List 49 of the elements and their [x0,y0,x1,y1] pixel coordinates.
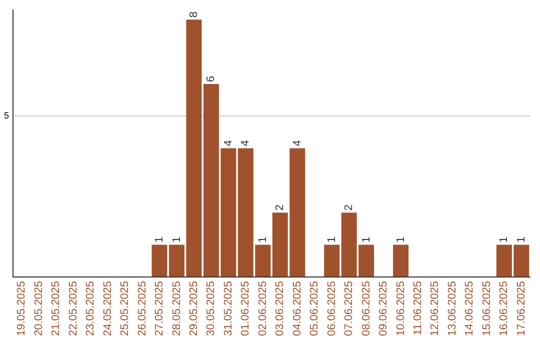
x-tick-label: 29.05.2025 [188,280,200,336]
x-tick-label: 01.06.2025 [240,280,252,336]
x-tick-label: 24.05.2025 [102,280,114,336]
x-tick-label: 19.05.2025 [16,280,28,336]
x-tick-label: 11.06.2025 [412,280,424,336]
data-label: 1 [360,236,372,243]
x-tick-label: 12.06.2025 [429,280,442,336]
x-tick-label: 16.06.2025 [498,280,510,336]
x-tick-label: 22.05.2025 [67,280,80,336]
data-label: 1 [154,236,166,243]
bar [392,244,409,276]
x-tick-label: 14.06.2025 [464,280,476,336]
x-tick-label: 02.06.2025 [256,280,269,336]
x-tick-label: 08.06.2025 [360,280,372,336]
x-tick-label: 04.06.2025 [291,280,304,336]
data-label: 1 [326,236,338,243]
data-label: 1 [515,236,528,243]
x-tick-label: 28.05.2025 [170,280,183,336]
x-tick-label: 30.05.2025 [205,280,218,336]
data-label: 2 [343,204,356,211]
data-label: 8 [188,12,200,18]
x-tick-label: 21.05.2025 [50,280,62,336]
x-tick-label: 05.06.2025 [308,280,321,336]
x-tick-label: 25.05.2025 [119,280,132,336]
x-tick-label: 26.05.2025 [136,280,148,336]
data-label: 2 [274,204,286,211]
data-label: 4 [291,140,304,146]
x-tick-label: 27.05.2025 [154,280,166,336]
data-label: 4 [222,140,234,146]
x-tick-label: 06.06.2025 [326,280,338,336]
x-tick-label: 10.06.2025 [394,280,407,336]
x-tick-label: 09.06.2025 [378,280,390,336]
x-tick-label: 07.06.2025 [343,280,356,336]
bar [324,244,340,276]
x-tick-label: 31.05.2025 [222,280,234,336]
x-tick-label: 23.05.2025 [84,280,97,336]
data-label: 4 [240,140,252,146]
data-label: 1 [256,236,269,243]
x-tick-label: 13.06.2025 [446,280,458,336]
x-tick-label: 03.06.2025 [274,280,286,336]
data-label: 6 [205,76,218,82]
data-label: 1 [498,236,510,243]
y-tick-label: 5 [4,110,10,121]
x-tick-label: 15.06.2025 [480,280,493,336]
x-tick-label: 20.05.2025 [32,280,45,336]
data-label: 1 [394,236,407,243]
x-tick-label: 17.06.2025 [515,280,528,336]
data-label: 1 [170,236,183,243]
bar [152,244,168,276]
